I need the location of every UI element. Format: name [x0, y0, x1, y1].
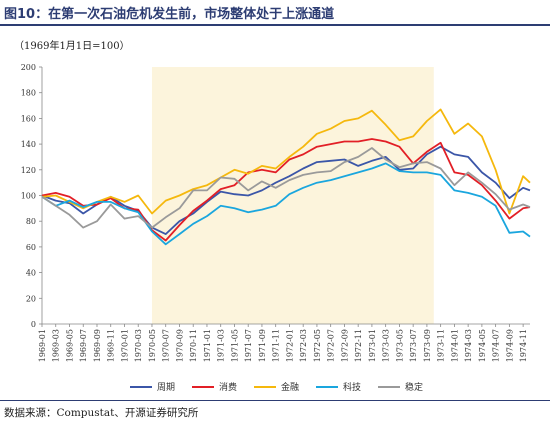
y-tick-label: 100 [21, 192, 36, 201]
x-tick-label: 1972-09 [340, 329, 349, 362]
x-tick-label: 1971-11 [272, 329, 281, 362]
x-tick-label: 1971-07 [244, 329, 253, 362]
y-tick-label: 140 [21, 140, 36, 149]
x-tick-label: 1974-07 [492, 329, 501, 362]
x-tick-label: 1974-01 [450, 329, 459, 362]
x-tick-label: 1970-05 [148, 329, 157, 362]
series-line-科技 [41, 162, 531, 246]
x-tick-label: 1972-03 [299, 329, 308, 362]
y-tick-label: 200 [21, 63, 36, 72]
series-line-周期 [41, 145, 531, 236]
x-tick-label: 1970-03 [134, 329, 143, 362]
x-tick-label: 1969-03 [52, 329, 61, 362]
y-tick-label: 180 [21, 89, 36, 98]
y-tick-label: 20 [26, 294, 36, 303]
x-tick-label: 1970-11 [189, 329, 198, 362]
x-tick-label: 1973-05 [395, 329, 404, 362]
legend-label-金融: 金融 [281, 381, 299, 393]
x-tick-label: 1971-09 [258, 329, 267, 362]
x-tick-label: 1969-09 [93, 329, 102, 362]
x-tick-label: 1973-01 [368, 329, 377, 362]
x-tick-label: 1969-05 [65, 329, 74, 362]
series-line-金融 [41, 108, 531, 215]
legend-label-稳定: 稳定 [405, 381, 423, 393]
x-tick-label: 1971-05 [230, 329, 239, 362]
x-tick-label: 1973-07 [409, 329, 418, 362]
x-tick-label: 1974-05 [478, 329, 487, 362]
chart-title: 图10：在第一次石油危机发生前，市场整体处于上涨通道 [4, 7, 335, 22]
y-unit-label: （1969年1月1日=100） [14, 41, 130, 52]
x-tick-label: 1971-03 [217, 329, 226, 362]
y-tick-label: 80 [26, 217, 36, 226]
x-tick-label: 1969-01 [38, 329, 47, 362]
y-tick-label: 0 [31, 320, 36, 329]
legend-label-消费: 消费 [219, 381, 237, 393]
x-tick-label: 1972-05 [313, 329, 322, 362]
x-tick-label: 1974-11 [519, 329, 528, 362]
x-tick-label: 1969-07 [79, 329, 88, 362]
x-tick-label: 1972-01 [285, 329, 294, 362]
legend-label-周期: 周期 [157, 382, 175, 393]
x-tick-label: 1974-09 [505, 329, 514, 362]
line-chart: 0 20 40 60 80 100 120 140 160 180 200 1969-01 1969-0… [21, 63, 531, 393]
series-line-稳定 [41, 147, 531, 229]
shaded-period [151, 67, 434, 324]
x-tick-label: 1973-11 [437, 329, 446, 362]
x-tick-label: 1972-11 [354, 329, 363, 362]
x-tick-label: 1972-07 [327, 329, 336, 362]
source-note: 数据来源：Compustat、开源证券研究所 [4, 407, 199, 419]
y-tick-label: 120 [21, 166, 36, 175]
legend-label-科技: 科技 [343, 381, 361, 393]
x-tick-label: 1970-01 [120, 329, 129, 362]
source-rule [0, 400, 550, 401]
x-tick-label: 1969-11 [107, 329, 116, 362]
x-tick-label: 1970-07 [162, 329, 171, 362]
title-rule [0, 0, 550, 26]
y-tick-label: 40 [26, 269, 36, 278]
y-tick-label: 160 [21, 114, 36, 123]
x-tick-label: 1970-09 [175, 329, 184, 362]
x-tick-label: 1974-03 [464, 329, 473, 362]
x-tick-label: 1971-01 [203, 329, 212, 362]
y-tick-label: 60 [26, 243, 36, 252]
x-tick-label: 1973-09 [423, 329, 432, 362]
x-tick-label: 1973-03 [382, 329, 391, 362]
